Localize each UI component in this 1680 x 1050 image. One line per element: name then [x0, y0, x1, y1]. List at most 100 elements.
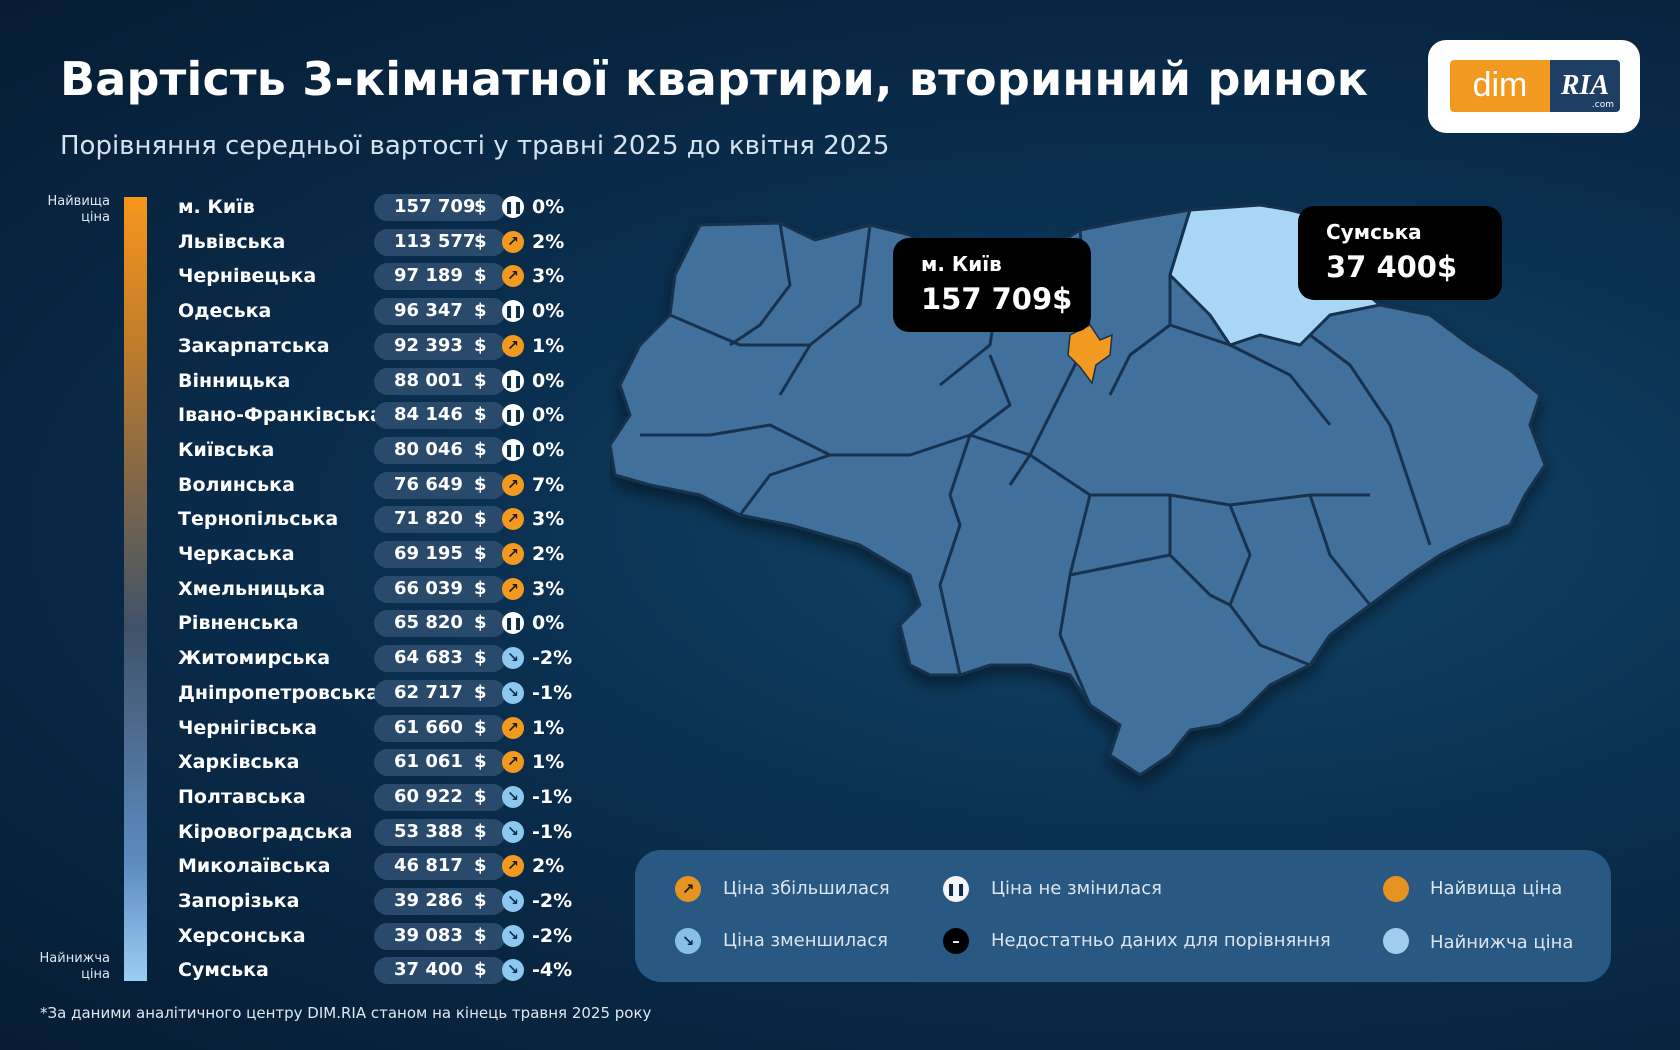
region-price: 39 083	[394, 924, 463, 946]
value-pill	[374, 575, 506, 603]
region-name: Херсонська	[178, 924, 306, 947]
currency-symbol: $	[474, 473, 487, 495]
region-name: Сумська	[178, 959, 269, 982]
region-name: Київська	[178, 438, 275, 461]
region-change-percent: 1%	[532, 716, 565, 739]
value-pill	[374, 194, 506, 221]
callout-sumy-value: 37 400$	[1326, 250, 1458, 284]
region-name: м. Київ	[178, 196, 255, 218]
region-price: 96 347	[394, 300, 463, 322]
region-row: Волинська 76 649 $ ↗ 7%	[0, 468, 600, 502]
legend-same: Ціна не змінилася	[991, 878, 1162, 899]
currency-symbol: $	[474, 751, 487, 773]
region-change-percent: 0%	[532, 438, 565, 461]
region-row: Кіровоградська 53 388 $ ↘ -1%	[0, 815, 600, 849]
map-region-border	[640, 423, 971, 457]
currency-symbol: $	[474, 265, 487, 287]
scale-top-label: Найвища ціна	[47, 194, 110, 225]
legend-lowest: Найнижча ціна	[1430, 932, 1574, 953]
currency-symbol: $	[474, 334, 487, 356]
region-row: Чернігівська 61 660 $ ↗ 1%	[0, 711, 600, 745]
legend-highest: Найвища ціна	[1430, 878, 1563, 899]
value-pill	[374, 367, 506, 395]
region-row: Миколаївська 46 817 $ ↗ 2%	[0, 849, 600, 883]
region-name: Кіровоградська	[178, 820, 353, 843]
map-region-border	[1058, 494, 1092, 706]
region-row: Черкаська 69 195 $ ↗ 2%	[0, 537, 600, 571]
currency-symbol: $	[474, 716, 487, 738]
region-price: 97 189	[394, 265, 463, 287]
region-row: Одеська 96 347 $ ❚❚ 0%	[0, 294, 600, 328]
arrow-up-icon: ↗	[502, 230, 524, 253]
currency-symbol: $	[474, 508, 487, 530]
logo-dim-part: dim	[1450, 60, 1550, 112]
region-name: Івано-Франківська	[178, 404, 383, 427]
region-change-percent: -2%	[532, 924, 573, 947]
legend-nodata: Недостатньо даних для порівняння	[991, 930, 1331, 951]
currency-symbol: $	[474, 785, 487, 807]
region-name: Хмельницька	[178, 577, 326, 600]
arrow-down-icon: ↘	[502, 890, 524, 912]
map-region-border	[1069, 553, 1171, 577]
region-change-percent: -1%	[532, 820, 573, 843]
region-row: Сумська 37 400 $ ↘ -4%	[0, 953, 600, 987]
value-pill	[374, 853, 506, 881]
region-name: Рівненська	[178, 612, 299, 635]
region-change-percent: -1%	[532, 681, 573, 704]
value-pill	[374, 610, 506, 638]
arrow-up-icon: ↗	[502, 716, 524, 739]
region-row: Тернопільська 71 820 $ ↗ 3%	[0, 502, 600, 536]
region-price: 76 649	[394, 473, 463, 495]
value-pill	[374, 714, 506, 742]
currency-symbol: $	[474, 820, 487, 842]
arrow-down-icon: ↘	[502, 647, 524, 670]
region-change-percent: -2%	[532, 890, 573, 912]
map-kyiv-city-highlight	[1067, 324, 1113, 385]
region-name: Чернівецька	[178, 265, 317, 288]
currency-symbol: $	[474, 369, 487, 391]
value-pill	[374, 436, 506, 464]
region-price: 62 717	[394, 681, 463, 703]
region-change-percent: 2%	[532, 543, 565, 565]
callout-kyiv-value: 157 709$	[921, 282, 1073, 316]
region-change-percent: 0%	[532, 404, 565, 427]
arrow-down-icon: ↘	[675, 928, 701, 954]
pause-icon: ❚❚	[502, 369, 524, 392]
region-change-percent: 2%	[532, 230, 565, 253]
region-price: 53 388	[394, 820, 463, 842]
region-row: Львівська 113 577 $ ↗ 2%	[0, 225, 600, 259]
callout-kyiv-name: м. Київ	[921, 252, 1002, 276]
region-row: Херсонська 39 083 $ ↘ -2%	[0, 919, 600, 953]
currency-symbol: $	[474, 924, 487, 946]
dimria-logo[interactable]: dim RIA .com	[1428, 40, 1640, 133]
region-price: 69 195	[394, 543, 463, 564]
region-change-percent: -4%	[532, 959, 573, 982]
value-pill	[374, 402, 506, 430]
map-region-border	[1169, 323, 1332, 426]
price-scale-bar	[124, 197, 147, 981]
arrow-up-icon: ↗	[502, 855, 524, 878]
lightblue-dot-icon	[1383, 928, 1409, 954]
pause-icon: ❚❚	[943, 876, 969, 902]
region-price: 66 039	[394, 577, 463, 599]
region-price: 84 146	[394, 404, 463, 426]
region-name: Харківська	[178, 751, 300, 774]
value-pill	[374, 783, 506, 811]
region-price: 60 922	[394, 785, 463, 807]
region-name: Полтавська	[178, 785, 306, 808]
region-change-percent: 2%	[532, 855, 565, 878]
region-name: Одеська	[178, 300, 272, 323]
legend-increase: Ціна збільшилася	[723, 878, 890, 899]
currency-symbol: $	[474, 681, 487, 703]
region-price: 92 393	[394, 334, 463, 356]
region-change-percent: -2%	[532, 647, 573, 670]
region-change-percent: 1%	[532, 334, 565, 357]
region-name: Львівська	[178, 230, 286, 253]
map-region-border	[729, 222, 792, 347]
logo-ria-part: RIA .com	[1550, 60, 1620, 112]
map-region-border	[1309, 333, 1432, 546]
region-change-percent: 0%	[532, 369, 565, 392]
arrow-up-icon: ↗	[502, 334, 524, 357]
pause-icon: ❚❚	[502, 404, 524, 427]
map-region-border	[669, 313, 810, 347]
